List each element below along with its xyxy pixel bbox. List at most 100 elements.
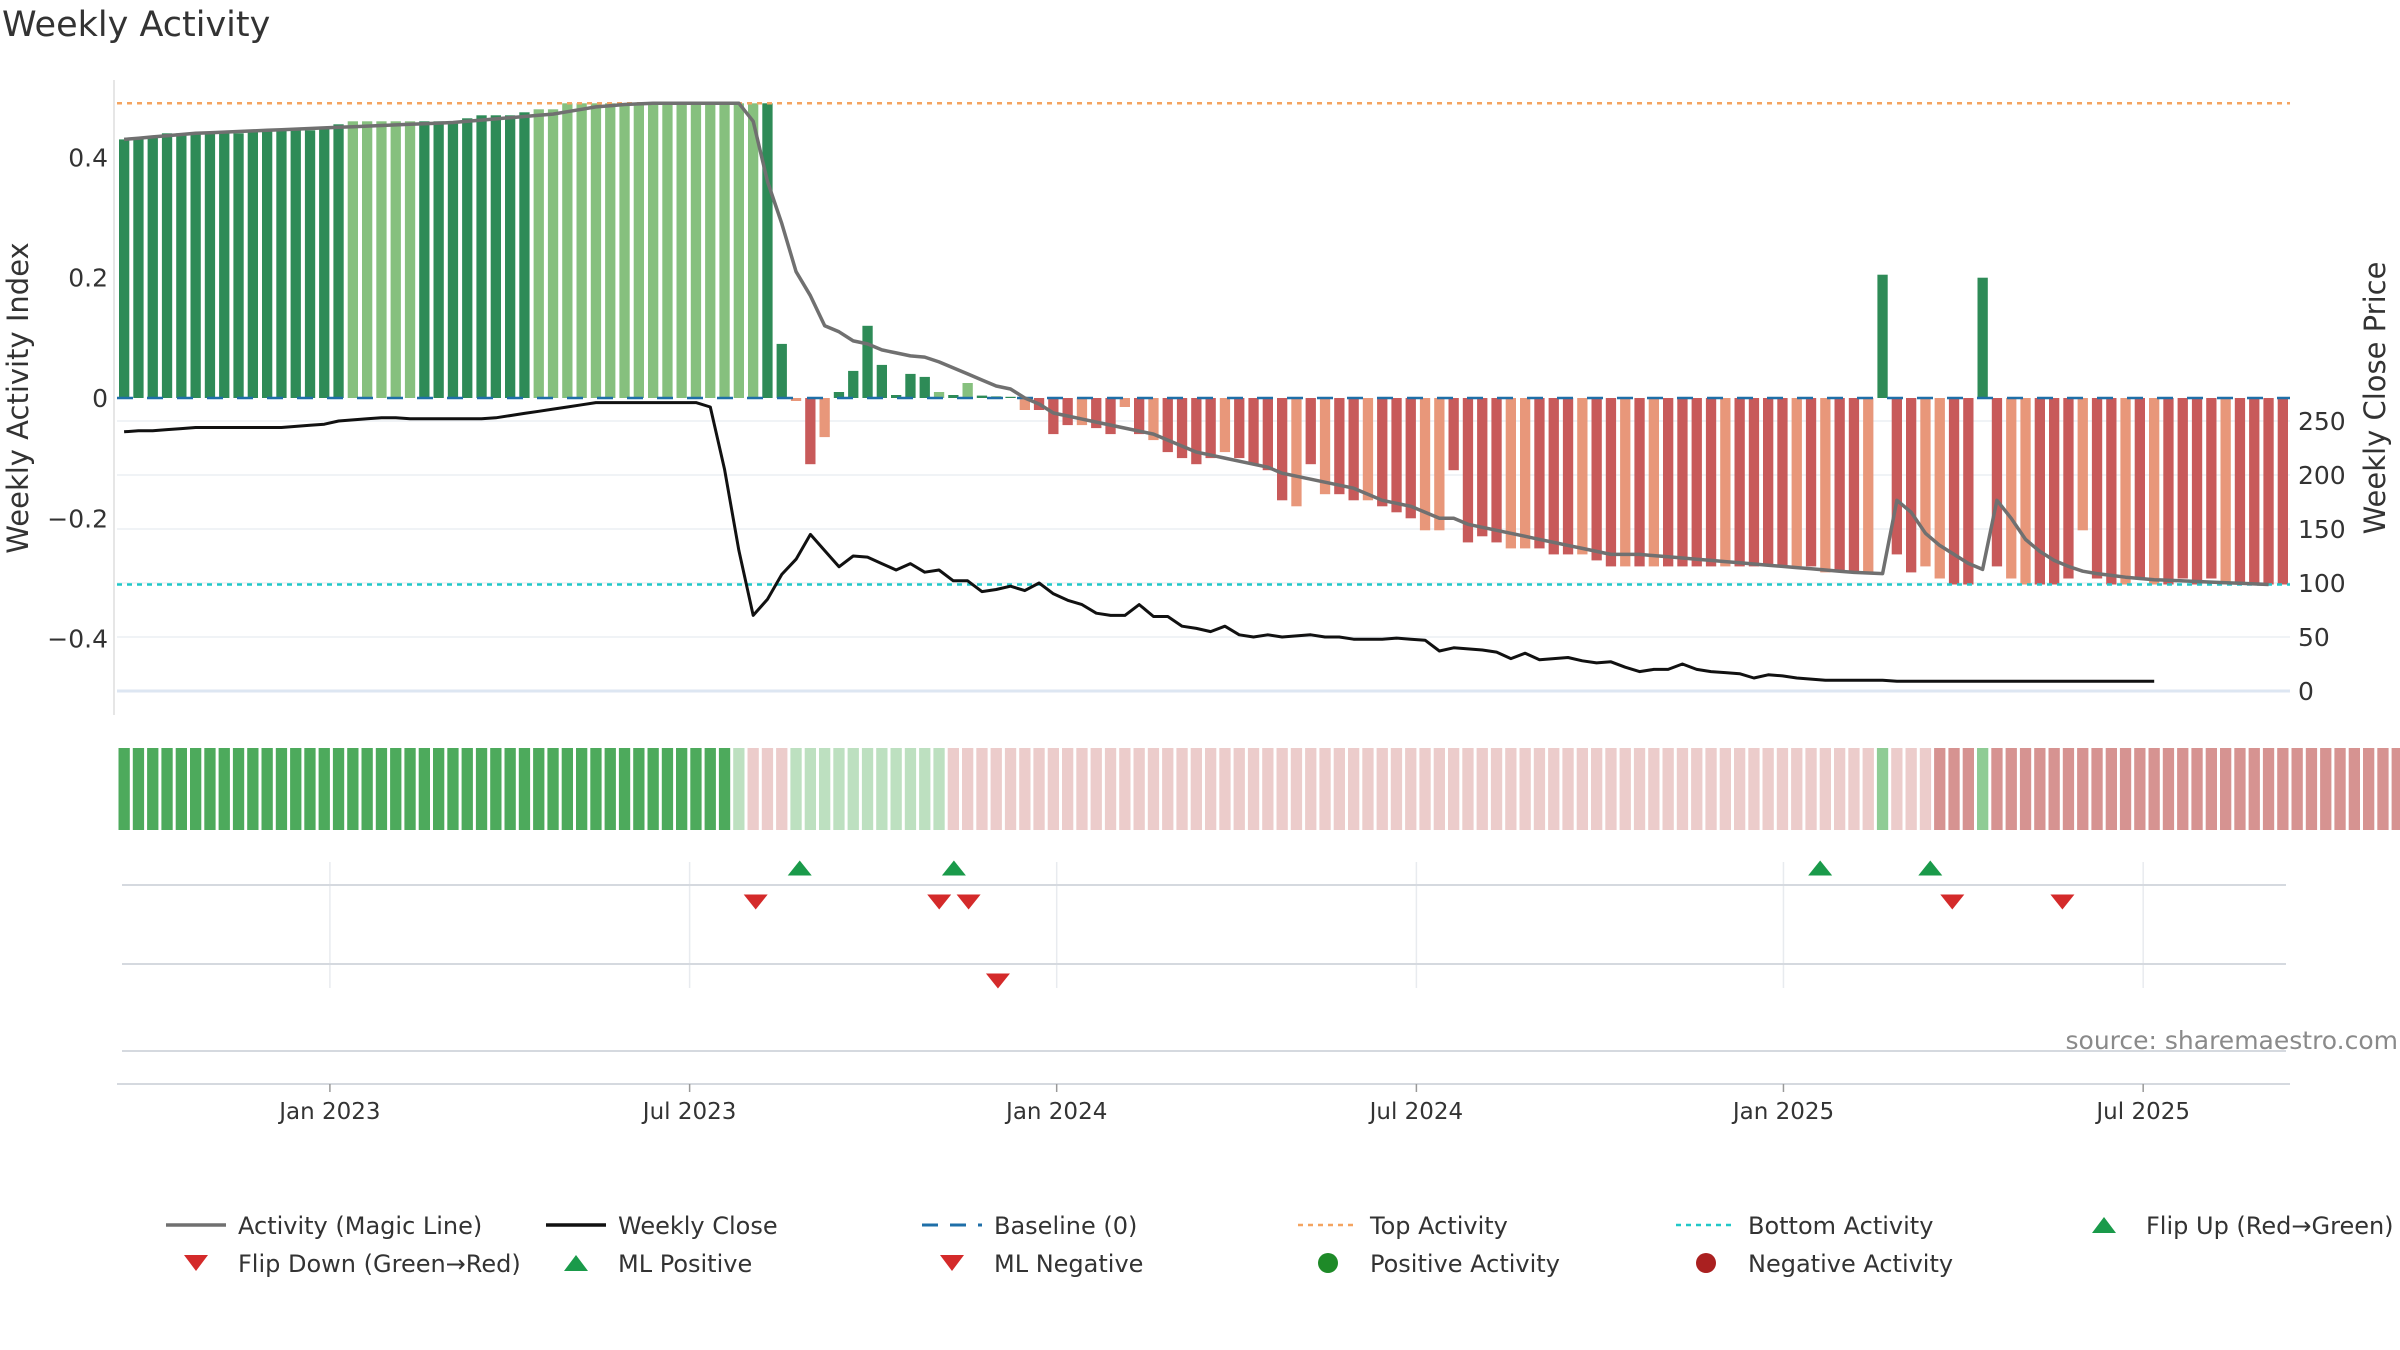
legend-label: Positive Activity xyxy=(1370,1250,1560,1278)
activity-bar xyxy=(1877,274,1888,398)
activity-bar xyxy=(1648,398,1659,567)
activity-bar xyxy=(2106,398,2117,585)
activity-bar xyxy=(1091,398,1102,429)
activity-bar xyxy=(905,373,916,398)
strip-cell xyxy=(1648,748,1660,830)
activity-bar xyxy=(2191,398,2203,585)
activity-bar xyxy=(919,376,930,398)
strip-cell xyxy=(1090,748,1102,830)
activity-bar xyxy=(1834,398,1845,573)
strip-cell xyxy=(1977,748,1989,830)
strip-cell xyxy=(1448,748,1460,830)
strip-cell xyxy=(147,748,159,830)
strip-cell xyxy=(1633,748,1646,830)
activity-bar xyxy=(376,121,387,399)
flip-down-marker xyxy=(956,894,981,910)
activity-bar xyxy=(1906,398,1917,573)
activity-bar xyxy=(290,130,301,399)
strip-cell xyxy=(1791,748,1803,830)
x-tick-label: Jul 2024 xyxy=(1368,1099,1464,1125)
flip-up-marker xyxy=(941,860,966,876)
activity-bar xyxy=(204,133,216,399)
activity-bar xyxy=(176,133,187,399)
legend-label: Bottom Activity xyxy=(1748,1212,1933,1240)
legend-swatch xyxy=(184,1255,208,1271)
strip-cell xyxy=(947,748,959,830)
ml-negative-marker xyxy=(985,973,1010,989)
strip-cell xyxy=(733,748,745,830)
x-tick-label: Jan 2023 xyxy=(277,1099,380,1125)
strip-cell xyxy=(2391,748,2400,830)
strip-cell xyxy=(2348,748,2360,830)
strip-cell xyxy=(1734,748,1746,830)
activity-bar xyxy=(1291,398,1302,507)
strip-cell xyxy=(1076,748,1088,830)
strip-cell xyxy=(1205,748,1217,830)
activity-bar xyxy=(605,103,616,399)
legend-label: Baseline (0) xyxy=(994,1212,1137,1240)
activity-bar xyxy=(1691,398,1702,567)
strip-cell xyxy=(776,748,788,830)
strip-cell xyxy=(1676,748,1689,830)
activity-bar xyxy=(776,343,787,398)
activity-bar xyxy=(333,124,344,399)
activity-bar xyxy=(1948,398,1960,585)
strip-cell xyxy=(1133,748,1145,830)
y2-tick-label: 100 xyxy=(2298,569,2346,598)
flip-up-marker xyxy=(787,860,812,876)
legend-label: Activity (Magic Line) xyxy=(238,1212,482,1240)
strip-cell xyxy=(604,748,616,830)
activity-bar xyxy=(119,139,130,398)
strip-cell xyxy=(1591,748,1603,830)
activity-bar xyxy=(1562,398,1574,555)
strip-cell xyxy=(1805,748,1817,830)
strip-cell xyxy=(1948,748,1960,830)
strip-cell xyxy=(1062,748,1074,830)
strip-cell xyxy=(1305,748,1317,830)
strip-cell xyxy=(2062,748,2075,830)
y-axis-ticks: 0.4 0.2 0 −0.2 −0.4 xyxy=(47,143,108,653)
strip-cell xyxy=(1376,748,1388,830)
activity-bar xyxy=(276,130,287,399)
activity-bar xyxy=(362,121,373,399)
strip-cell xyxy=(375,748,388,830)
activity-bar xyxy=(1677,398,1688,567)
activity-bar xyxy=(390,121,401,399)
activity-bar xyxy=(133,139,144,398)
strip-cell xyxy=(2277,748,2289,830)
flip-down-marker xyxy=(743,894,768,910)
strip-cell xyxy=(1233,748,1245,830)
activity-bar xyxy=(1191,398,1202,465)
y-tick-label: 0.2 xyxy=(68,264,108,293)
strip-cell xyxy=(347,748,359,830)
strip-cell xyxy=(1490,748,1503,830)
strip-cell xyxy=(118,748,130,830)
strip-cell xyxy=(404,748,416,830)
strip-cell xyxy=(1605,748,1617,830)
strip-cell xyxy=(1390,748,1403,830)
strip-cell xyxy=(747,748,759,830)
strip-cell xyxy=(547,748,559,830)
activity-bar xyxy=(1548,398,1559,555)
strip-cell xyxy=(1190,748,1202,830)
strip-cell xyxy=(232,748,245,830)
weekly-close-line xyxy=(123,401,2155,683)
legend-swatch xyxy=(1696,1253,1716,1273)
strip-cell xyxy=(761,748,774,830)
activity-bar xyxy=(1505,398,1516,549)
strip-cell xyxy=(175,748,187,830)
strip-cell xyxy=(2320,748,2332,830)
strip-cell xyxy=(161,748,173,830)
activity-bar xyxy=(447,121,459,399)
activity-bar xyxy=(576,103,587,399)
activity-bar xyxy=(2177,398,2188,579)
strip-cell xyxy=(1533,748,1546,830)
activity-bar xyxy=(1234,398,1245,459)
activity-bar xyxy=(2120,398,2131,585)
activity-bar xyxy=(476,115,487,399)
activity-bar xyxy=(462,118,473,399)
activity-bar xyxy=(1977,277,1988,398)
activity-bar xyxy=(2077,398,2088,531)
strip-cell xyxy=(1819,748,1831,830)
strip-cell xyxy=(2377,748,2389,830)
